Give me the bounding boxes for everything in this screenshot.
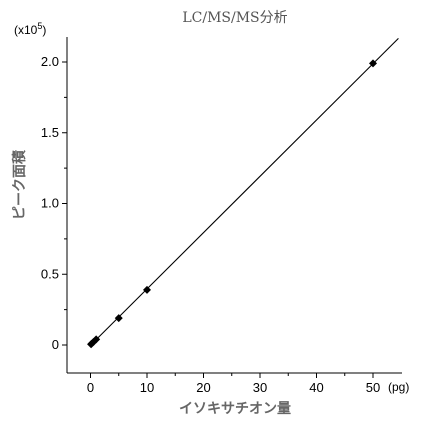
y-tick-label: 0.5 bbox=[41, 266, 59, 281]
chart-title: LC/MS/MS分析 bbox=[182, 10, 287, 26]
y-tick-label: 0 bbox=[52, 337, 59, 352]
y-ticks: 0 0.5 1.0 1.5 2.0 bbox=[41, 54, 67, 352]
x-tick-label: 0 bbox=[87, 380, 94, 395]
x-tick-label: 30 bbox=[253, 380, 267, 395]
y-multiplier-label: (x105) bbox=[14, 21, 46, 37]
y-axis-label: ピーク面積 bbox=[11, 149, 28, 220]
x-unit-label: (pg) bbox=[388, 380, 409, 394]
x-tick-label: 20 bbox=[196, 380, 210, 395]
y-tick-label: 2.0 bbox=[41, 54, 59, 69]
data-point bbox=[369, 59, 377, 68]
x-tick-label: 10 bbox=[140, 380, 154, 395]
x-tick-label: 40 bbox=[309, 380, 323, 395]
data-point bbox=[114, 314, 123, 323]
y-tick-label: 1.0 bbox=[41, 196, 59, 211]
x-ticks: 0 10 20 30 40 50 bbox=[87, 373, 380, 395]
data-point bbox=[92, 335, 101, 344]
data-points bbox=[87, 59, 377, 349]
x-axis-label: イソキサチオン量 bbox=[179, 401, 291, 417]
fit-line-layer bbox=[90, 37, 399, 346]
x-tick-label: 50 bbox=[366, 380, 380, 395]
data-point bbox=[143, 285, 151, 294]
regression-line bbox=[90, 37, 399, 346]
y-tick-label: 1.5 bbox=[41, 125, 59, 140]
